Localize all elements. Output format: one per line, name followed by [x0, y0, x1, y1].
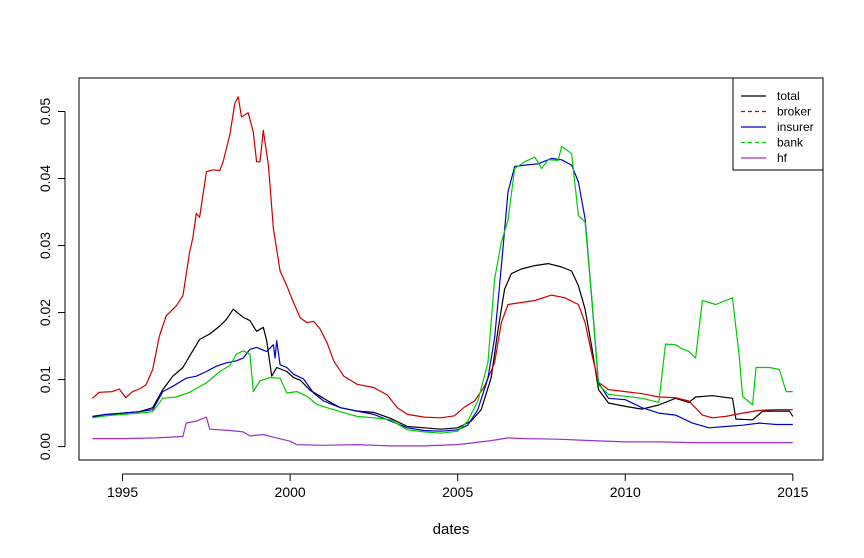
legend-label-bank: bank [777, 136, 804, 150]
legend-label-broker: broker [777, 105, 811, 119]
x-tick-label: 1995 [107, 484, 138, 500]
y-tick-label: 0.01 [37, 366, 53, 393]
legend-box [732, 77, 824, 171]
plot-frame [78, 77, 824, 461]
series-layer [91, 96, 794, 447]
x-axis: 1995 2000 2005 2010 2015 [107, 473, 809, 500]
x-tick-label: 2000 [275, 484, 306, 500]
y-tick-label: 0.04 [37, 165, 53, 192]
y-axis: 0.00 0.01 0.02 0.03 0.04 0.05 [37, 98, 66, 460]
series-line-broker [91, 96, 793, 419]
y-tick-label: 0.03 [37, 232, 53, 259]
x-tick-label: 2015 [777, 484, 808, 500]
legend-label-insurer: insurer [777, 120, 814, 134]
legend-label-total: total [777, 89, 800, 103]
y-tick-label: 0.05 [37, 98, 53, 125]
x-tick-label: 2005 [442, 484, 473, 500]
y-tick-label: 0.00 [37, 433, 53, 460]
series-line-total [92, 263, 794, 430]
x-tick-label: 2010 [610, 484, 641, 500]
series-line-insurer [92, 157, 793, 432]
series-line-hf [92, 416, 793, 447]
series-line-bank [92, 145, 793, 434]
legend-label-hf: hf [777, 151, 788, 165]
x-axis-label: dates [433, 521, 470, 538]
y-tick-label: 0.02 [37, 299, 53, 326]
